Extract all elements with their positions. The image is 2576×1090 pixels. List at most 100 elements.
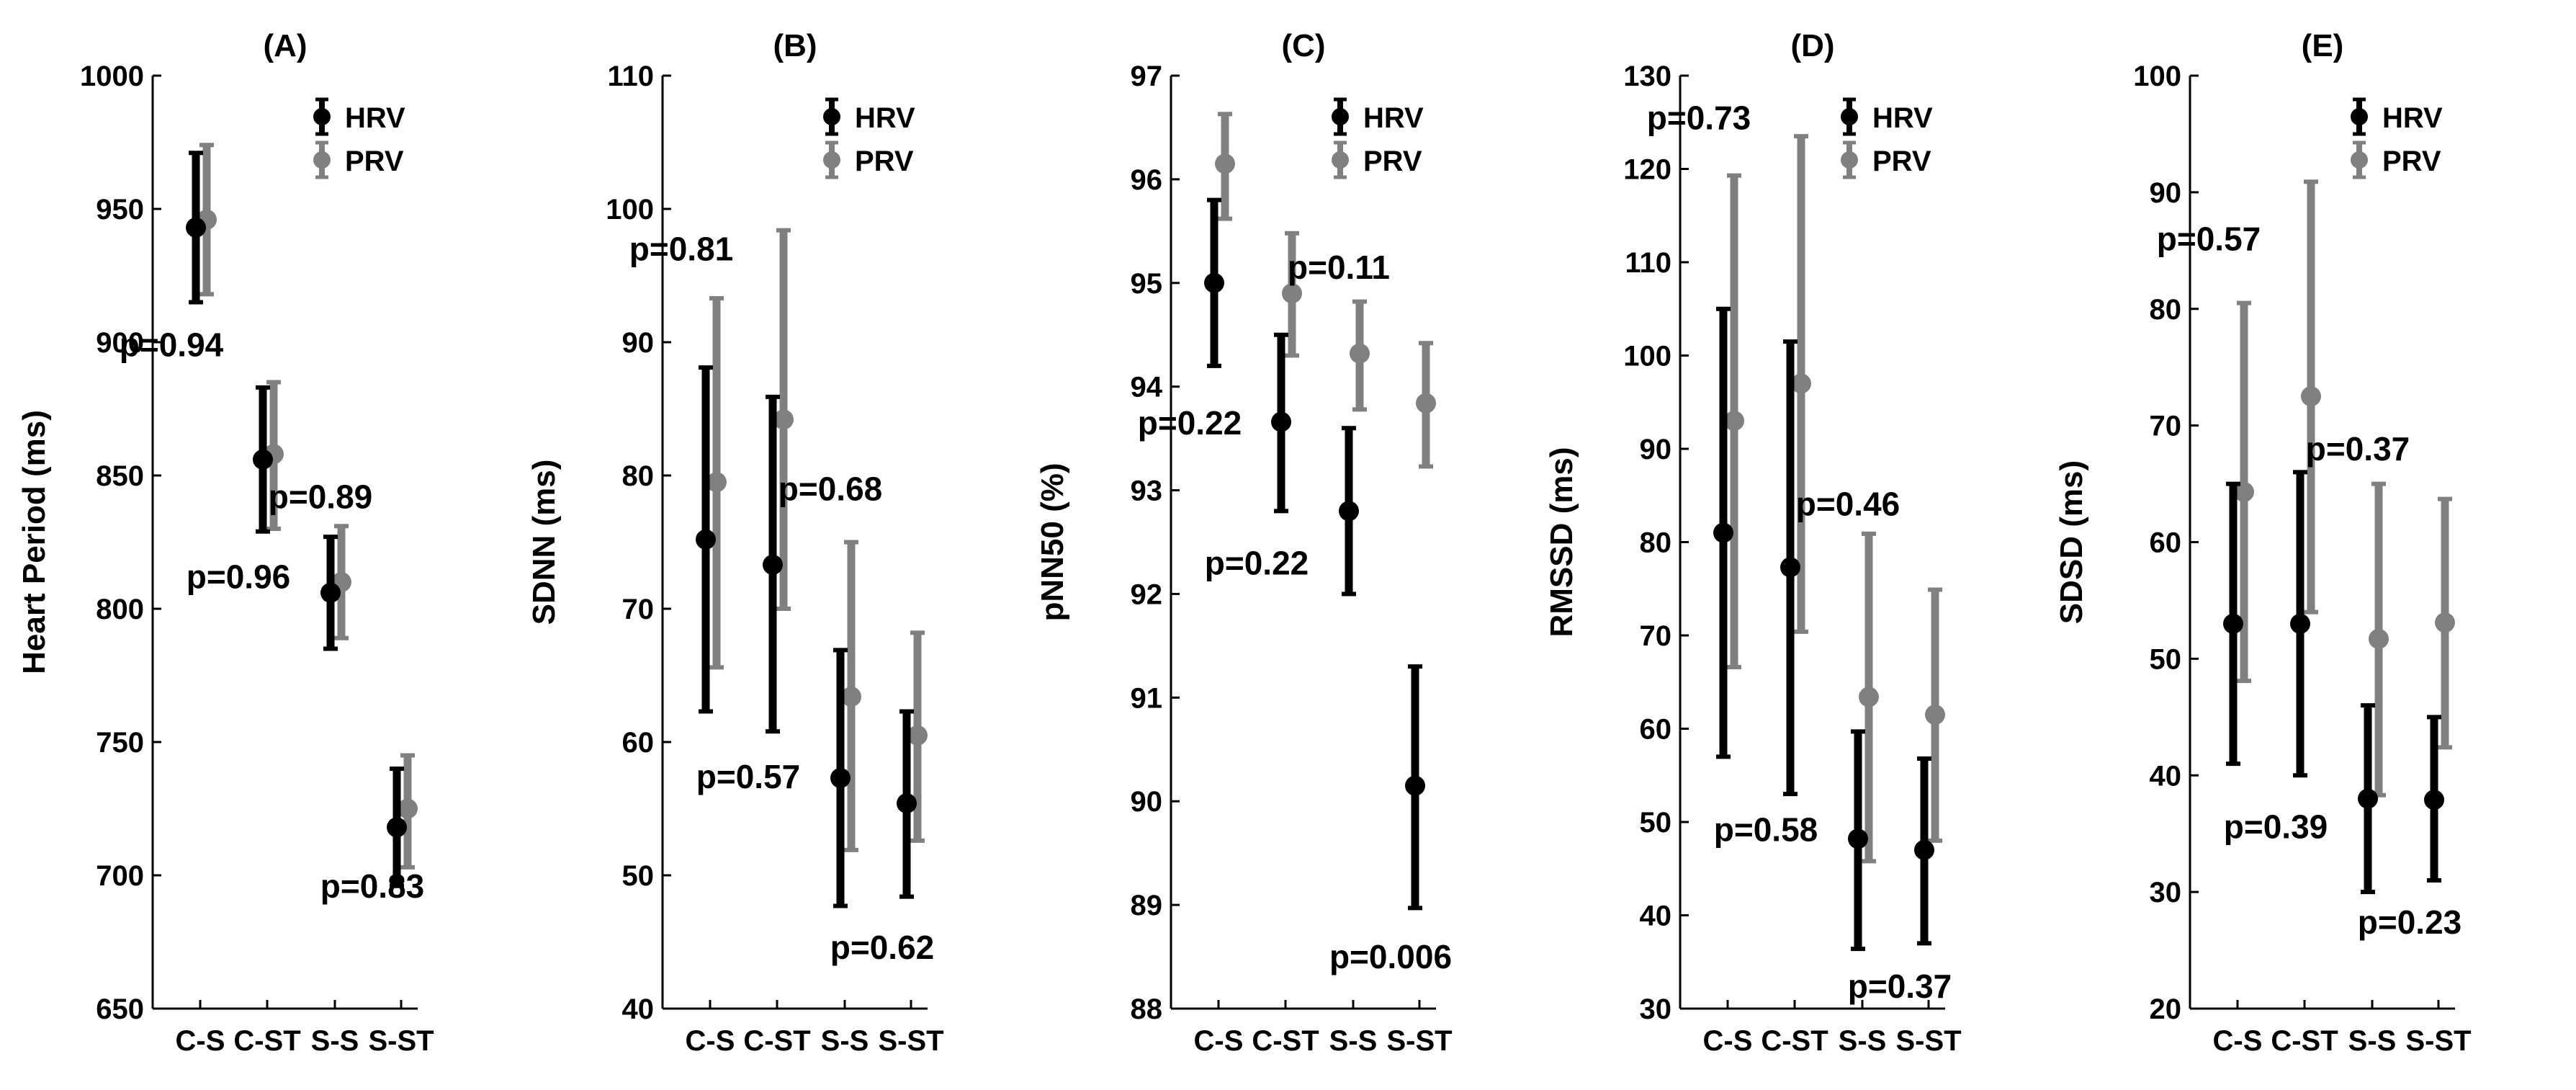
p-value-annotation: p=0.22 <box>1205 544 1309 581</box>
prv-mean-point <box>1791 373 1811 394</box>
legend-marker-dot <box>823 108 840 125</box>
hrv-mean-point <box>1780 557 1800 578</box>
y-tick-label: 800 <box>96 594 144 625</box>
hrv-mean-point <box>2358 788 2378 809</box>
x-tick-label: C-ST <box>233 1025 300 1057</box>
legend-label: PRV <box>2382 146 2441 177</box>
hrv-mean-point <box>2424 790 2444 810</box>
legend-label: HRV <box>855 102 915 134</box>
y-tick-label: 50 <box>622 860 655 892</box>
legend-marker-dot <box>1841 151 1858 169</box>
y-tick-label: 70 <box>622 594 655 625</box>
legend-marker-dot <box>313 108 331 125</box>
y-tick-label: 750 <box>96 727 144 759</box>
p-value-annotation: p=0.57 <box>2157 220 2261 258</box>
y-tick-label: 50 <box>1640 807 1672 839</box>
hrv-mean-point <box>253 449 273 470</box>
legend-label: HRV <box>2382 102 2443 134</box>
prv-mean-point <box>1282 283 1302 304</box>
y-tick-label: 110 <box>1625 247 1671 279</box>
y-tick-label: 96 <box>1131 164 1163 196</box>
legend-marker-dot <box>2351 108 2368 125</box>
hrv-mean-point <box>186 217 206 238</box>
x-tick-label: C-S <box>1703 1025 1753 1057</box>
y-tick-label: 92 <box>1131 578 1163 610</box>
hrv-mean-point <box>830 767 851 788</box>
legend-label: HRV <box>345 102 405 134</box>
legend-marker-dot <box>2351 151 2368 169</box>
y-tick-label: 80 <box>622 460 655 492</box>
chart-title: (C) <box>1281 28 1325 63</box>
prv-mean-point <box>773 409 794 430</box>
p-value-annotation: p=0.58 <box>1714 810 1818 848</box>
hrv-mean-point <box>1405 775 1425 796</box>
y-tick-label: 900 <box>96 327 144 359</box>
hrv-mean-point <box>2223 613 2243 634</box>
prv-mean-point <box>706 472 727 493</box>
hrv-mean-point <box>1848 828 1868 849</box>
x-tick-label: S-S <box>2348 1025 2397 1057</box>
x-tick-label: C-ST <box>2271 1025 2338 1057</box>
y-tick-label: 20 <box>2150 993 2182 1025</box>
y-tick-label: 94 <box>1131 372 1163 403</box>
y-tick-label: 90 <box>2150 177 2182 209</box>
p-value-annotation: p=0.68 <box>778 470 883 508</box>
p-value-annotation: p=0.89 <box>269 478 373 516</box>
prv-mean-point <box>1215 153 1235 174</box>
x-tick-label: S-ST <box>878 1025 943 1057</box>
y-tick-label: 93 <box>1131 475 1163 507</box>
p-value-annotation: p=0.73 <box>1647 99 1751 136</box>
chart-panel-3: (C) 88 89 90 91 92 93 94 95 96 97 pNN50 (%) C-S C-ST S… <box>1035 28 1453 1057</box>
p-value-annotation: p=0.22 <box>1138 404 1242 442</box>
y-tick-label: 700 <box>96 860 144 892</box>
y-tick-label: 100 <box>2133 61 2181 92</box>
prv-mean-point <box>1724 411 1744 432</box>
legend-label: HRV <box>1872 102 1933 134</box>
prv-mean-point <box>1416 393 1436 414</box>
y-tick-label: 40 <box>622 993 655 1025</box>
p-value-annotation: p=0.23 <box>2358 903 2462 941</box>
y-tick-label: 40 <box>2150 760 2182 792</box>
hrv-mean-point <box>897 793 917 814</box>
prv-mean-point <box>2301 386 2321 407</box>
x-tick-label: S-S <box>311 1025 359 1057</box>
legend-label: PRV <box>345 146 404 177</box>
chart-panel-4: (D) 30 40 50 60 70 80 90 100 110 120 130 RMSSD (ms) C… <box>1544 28 1962 1057</box>
x-tick-label: C-ST <box>1761 1025 1828 1057</box>
y-tick-label: 70 <box>1640 620 1672 652</box>
legend-label: PRV <box>855 146 914 177</box>
chart-title: (E) <box>2302 28 2344 63</box>
hrv-mean-point <box>387 817 407 838</box>
y-axis-label: SDSD (ms) <box>2054 460 2089 624</box>
prv-mean-point <box>398 798 418 819</box>
chart-title: (D) <box>1790 28 1834 63</box>
p-value-annotation: p=0.96 <box>187 558 291 596</box>
x-tick-label: S-S <box>1839 1025 1887 1057</box>
y-tick-label: 89 <box>1131 890 1163 921</box>
y-tick-label: 60 <box>1640 714 1672 746</box>
x-tick-label: S-ST <box>2405 1025 2471 1057</box>
legend-label: HRV <box>1363 102 1424 134</box>
p-value-annotation: p=0.81 <box>629 231 734 268</box>
legend-marker-dot <box>823 151 840 169</box>
y-tick-label: 950 <box>96 194 144 225</box>
prv-mean-point <box>1925 705 1945 725</box>
p-value-annotation: p=0.37 <box>2306 430 2410 468</box>
chart-panel-1: (A) 650 700 750 800 850 900 950 1000 Heart Period… <box>17 28 434 1057</box>
hrv-mean-point <box>1204 272 1224 293</box>
p-value-annotation: p=0.006 <box>1329 938 1452 975</box>
chart-title: (B) <box>773 28 817 63</box>
y-tick-label: 60 <box>2150 527 2182 559</box>
x-tick-label: S-ST <box>1895 1025 1961 1057</box>
y-tick-label: 80 <box>2150 294 2182 326</box>
legend-label: PRV <box>1363 146 1422 177</box>
y-tick-label: 40 <box>1640 901 1672 932</box>
hrv-mean-point <box>2290 613 2310 634</box>
prv-mean-point <box>2435 612 2455 633</box>
y-tick-label: 30 <box>1640 993 1672 1025</box>
y-tick-label: 80 <box>1640 527 1672 559</box>
prv-mean-point <box>1350 343 1370 364</box>
y-axis-label: RMSSD (ms) <box>1544 447 1579 637</box>
y-tick-label: 100 <box>1623 341 1671 372</box>
